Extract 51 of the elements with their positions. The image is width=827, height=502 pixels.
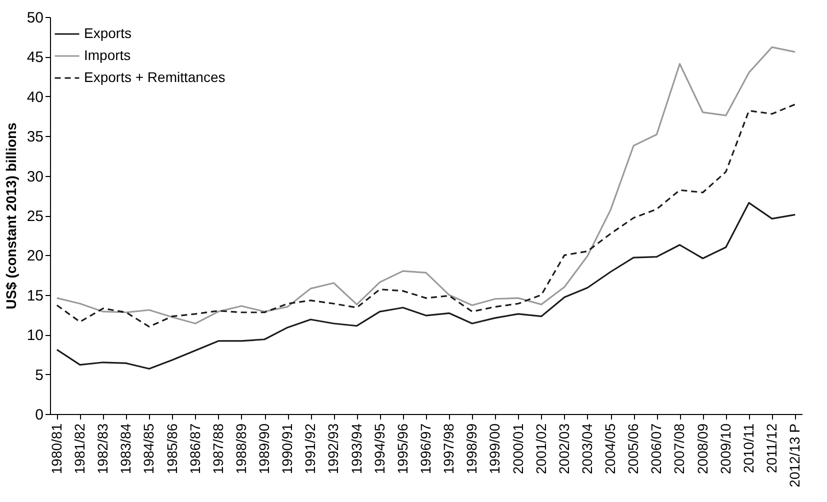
x-tick-label: 1983/84 [118,423,134,474]
y-tick-label: 40 [26,88,44,106]
x-tick-label: 1989/90 [256,423,272,474]
x-tick-label: 1995/96 [394,423,410,474]
x-tick-label: 1991/92 [302,423,318,474]
x-tick-label: 2002/03 [556,423,572,474]
x-tick-label: 2011/12 [764,423,780,474]
x-tick-label: 2008/09 [694,423,710,474]
x-tick-label: 2000/01 [510,423,526,474]
x-tick-label: 1987/88 [210,423,226,474]
y-tick-label: 25 [26,208,44,225]
x-tick-label: 2012/13 P [786,424,803,488]
x-tick-label: 1985/86 [164,423,180,474]
y-tick-label: 0 [35,406,44,424]
x-tick-label: 2005/06 [625,423,642,474]
x-tick-label: 1992/93 [325,423,342,474]
line-series [56,104,796,328]
y-tick-label: 30 [26,168,44,186]
y-tick-label: 15 [26,287,44,304]
x-tick-label: 1993/94 [348,423,364,474]
legend-label: Exports [84,25,132,41]
x-tick-label: 1990/91 [279,423,296,474]
x-tick-label: 1994/95 [371,423,388,474]
x-tick-label: 1986/87 [186,423,203,474]
x-tick-label: 2003/04 [578,423,595,474]
x-tick-label: 1997/98 [440,423,457,474]
x-tick-label: 1984/85 [140,423,157,474]
x-tick-label: 1982/83 [94,423,111,474]
y-tick-label: 5 [35,366,44,384]
line-series [56,46,796,324]
y-axis-title: US$ (constant 2013) billions [2,122,19,310]
y-tick-label: 50 [26,10,44,26]
y-tick-label: 45 [26,49,44,66]
legend-label: Exports + Remittances [84,69,226,85]
x-tick-label: 1996/97 [418,423,434,474]
x-tick-label: 2006/07 [648,423,664,474]
x-tick-label: 2004/05 [602,423,618,474]
x-tick-label: 2007/08 [671,423,688,474]
legend-label: Imports [84,47,131,63]
x-tick-label: 1988/89 [232,423,249,474]
y-tick-label: 35 [26,128,44,146]
x-tick-label: 2001/02 [532,423,549,474]
line-series [56,202,796,370]
x-tick-label: 2010/11 [740,423,756,474]
y-tick-label: 10 [26,327,44,344]
x-tick-label: 2009/10 [717,423,734,474]
x-tick-label: 1981/82 [71,423,88,474]
y-tick-label: 20 [26,248,44,265]
x-tick-label: 1999/00 [486,423,503,474]
x-tick-label: 1980/81 [48,423,64,474]
x-tick-label: 1998/99 [464,423,480,474]
